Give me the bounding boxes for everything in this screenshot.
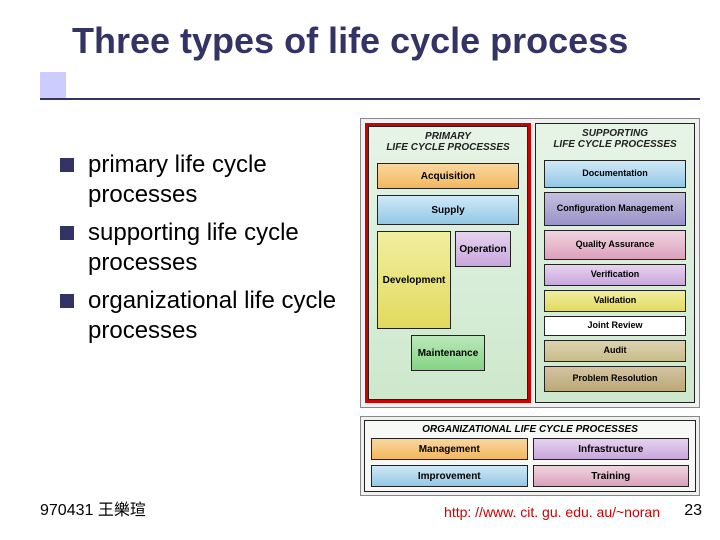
organizational-heading: ORGANIZATIONAL LIFE CYCLE PROCESSES — [371, 423, 689, 438]
box-infrastructure: Infrastructure — [533, 438, 690, 460]
box-acquisition: Acquisition — [377, 163, 519, 189]
primary-column: PRIMARY LIFE CYCLE PROCESSES Acquisition… — [365, 123, 531, 403]
box-supply: Supply — [377, 195, 519, 225]
supporting-column: SUPPORTING LIFE CYCLE PROCESSES Document… — [535, 123, 695, 403]
box-improvement: Improvement — [371, 465, 528, 487]
box-maintenance: Maintenance — [411, 335, 485, 371]
footer-link: http: //www. cit. gu. edu. au/~noran — [444, 504, 660, 520]
box-operation: Operation — [455, 231, 511, 267]
bullet-item: organizational life cycle processes — [60, 286, 340, 346]
primary-heading: PRIMARY LIFE CYCLE PROCESSES — [369, 127, 527, 159]
footer-author: 970431 王樂瑄 — [40, 496, 146, 520]
bullet-item: primary life cycle processes — [60, 150, 340, 210]
lifecycle-diagram-top: PRIMARY LIFE CYCLE PROCESSES Acquisition… — [360, 118, 700, 408]
title-square-decoration — [40, 72, 66, 98]
bullet-item: supporting life cycle processes — [60, 218, 340, 278]
box-documentation: Documentation — [544, 160, 686, 188]
box-validation: Validation — [544, 290, 686, 312]
box-qa: Quality Assurance — [544, 230, 686, 260]
box-training: Training — [533, 465, 690, 487]
bullet-list: primary life cycle processes supporting … — [60, 150, 340, 354]
box-verification: Verification — [544, 264, 686, 286]
supporting-heading: SUPPORTING LIFE CYCLE PROCESSES — [536, 124, 694, 156]
title-underline — [40, 98, 700, 100]
slide-title: Three types of life cycle process — [72, 20, 628, 62]
box-problem-resolution: Problem Resolution — [544, 366, 686, 392]
box-config-mgmt: Configuration Management — [544, 192, 686, 226]
box-audit: Audit — [544, 340, 686, 362]
box-development: Development — [377, 231, 451, 329]
box-joint-review: Joint Review — [544, 316, 686, 336]
lifecycle-diagram-bottom: ORGANIZATIONAL LIFE CYCLE PROCESSES Mana… — [360, 416, 700, 496]
box-management: Management — [371, 438, 528, 460]
page-number: 23 — [684, 502, 702, 520]
